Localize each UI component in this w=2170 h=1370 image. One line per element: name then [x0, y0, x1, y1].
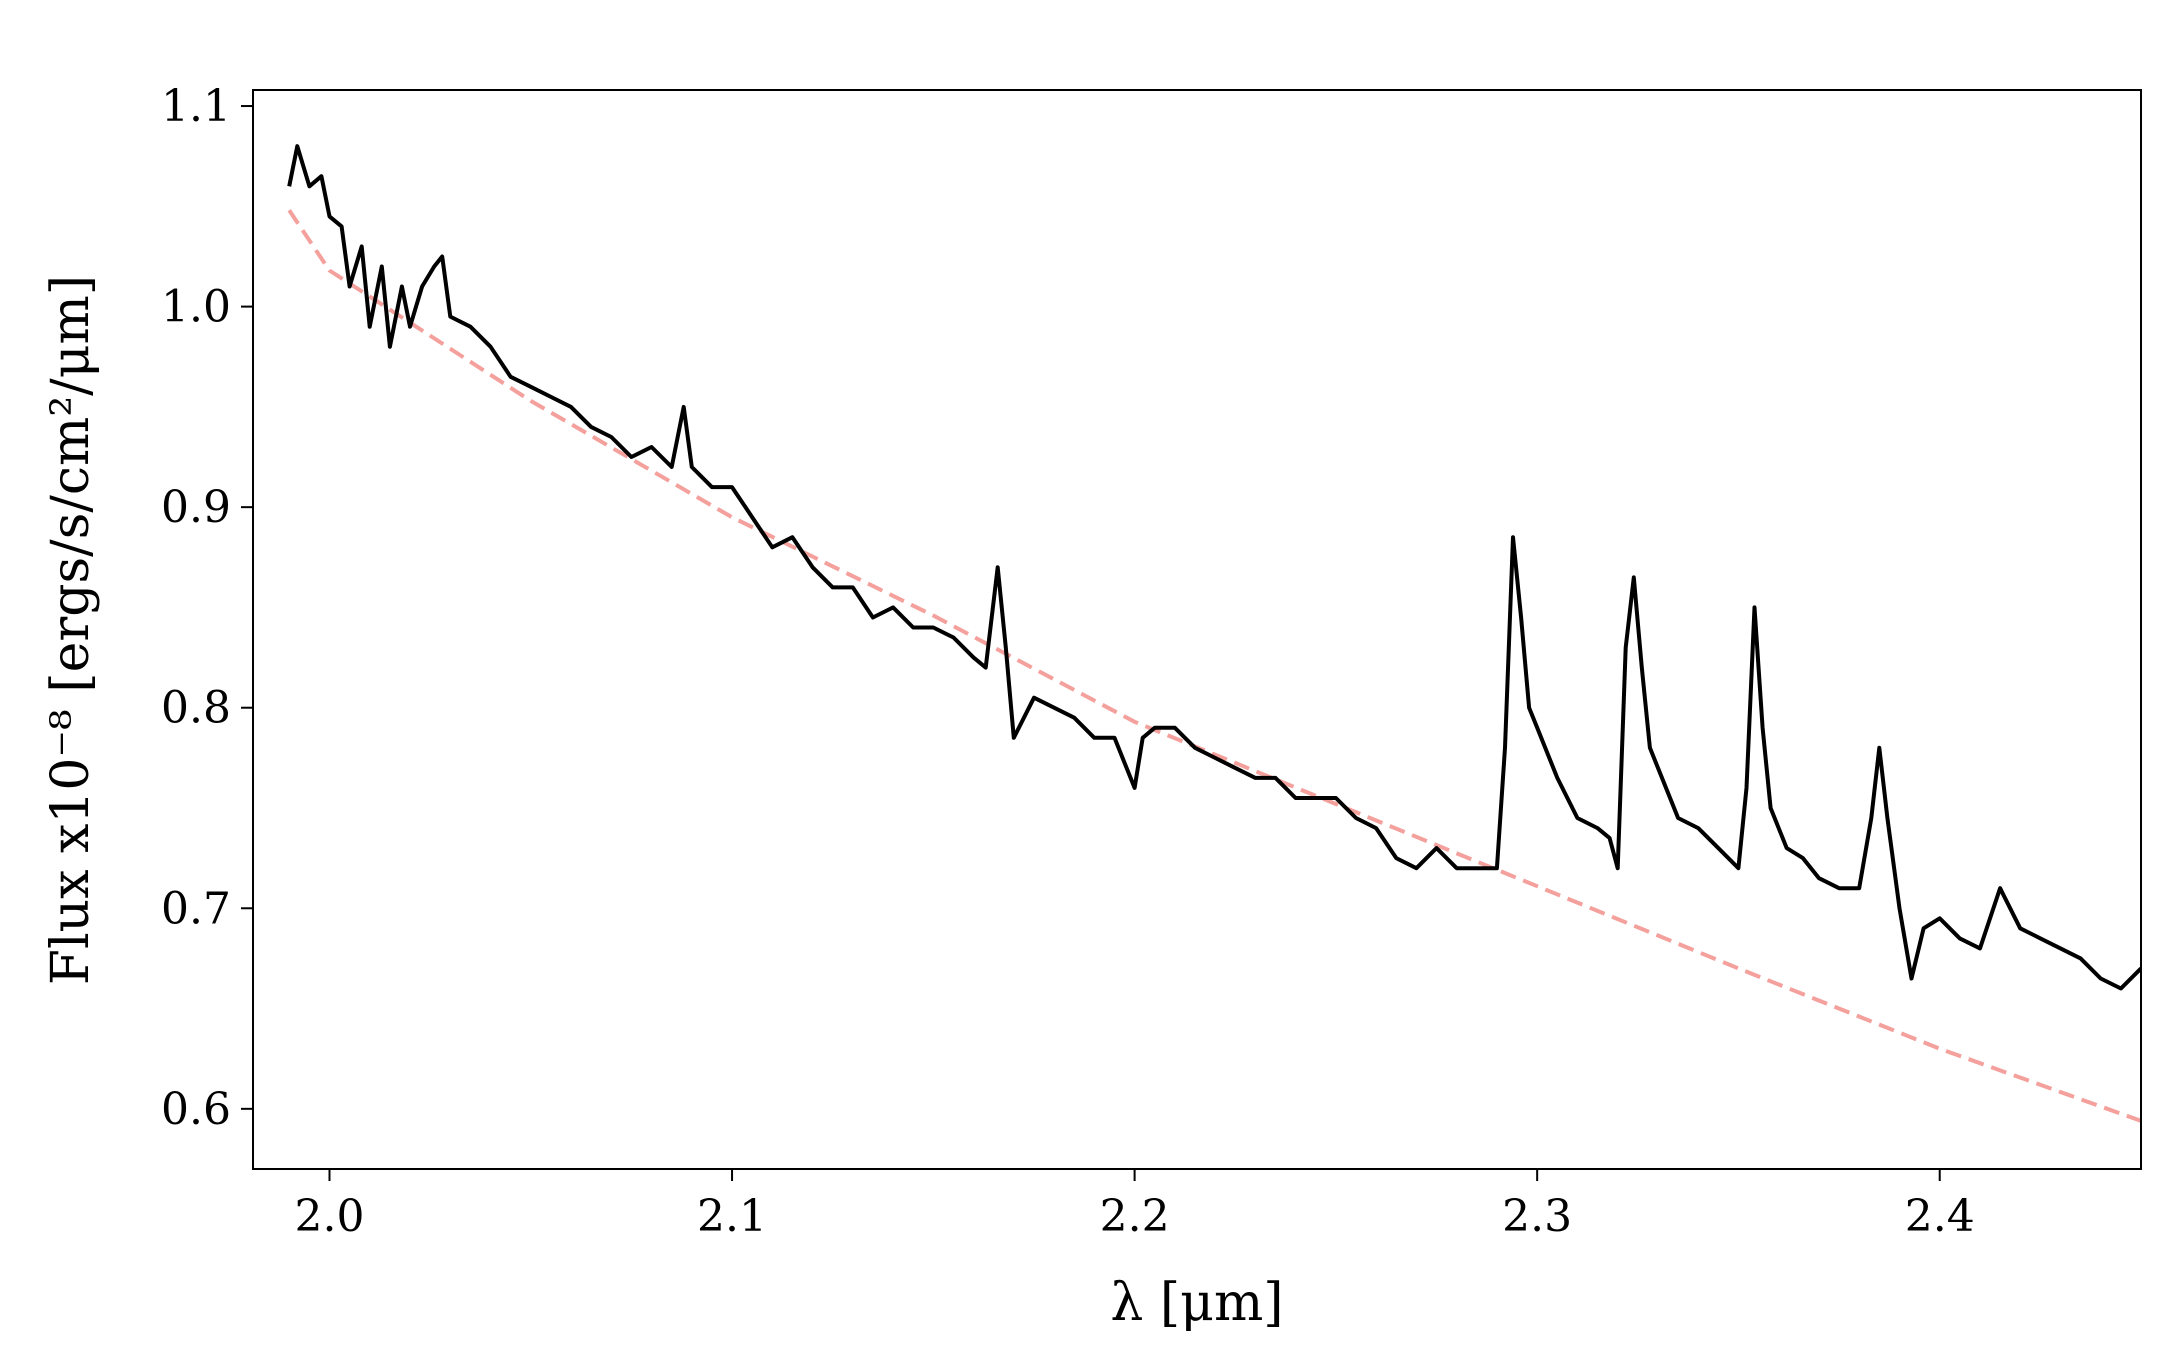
series-line — [287, 209, 2141, 1123]
x-axis-label: λ [μm] — [1110, 1273, 1283, 1333]
x-tick-label: 2.3 — [1502, 1191, 1572, 1242]
plot-frame — [252, 89, 2142, 1170]
y-tick-label: 0.8 — [161, 683, 231, 734]
y-tick-label: 0.9 — [161, 482, 231, 533]
y-axis-label: Flux x10⁻⁸ [ergs/s/cm²/μm] — [41, 275, 101, 985]
y-tick-label: 0.6 — [161, 1084, 231, 1135]
y-tick-label: 1.1 — [161, 81, 231, 132]
x-tick-label: 2.1 — [697, 1191, 767, 1242]
series-line — [287, 144, 2141, 991]
y-tick-label: 1.0 — [161, 282, 231, 333]
y-tick-label: 0.7 — [161, 883, 231, 934]
x-tick-label: 2.2 — [1100, 1191, 1170, 1242]
x-tick-label: 2.0 — [294, 1191, 364, 1242]
x-tick-label: 2.4 — [1905, 1191, 1975, 1242]
